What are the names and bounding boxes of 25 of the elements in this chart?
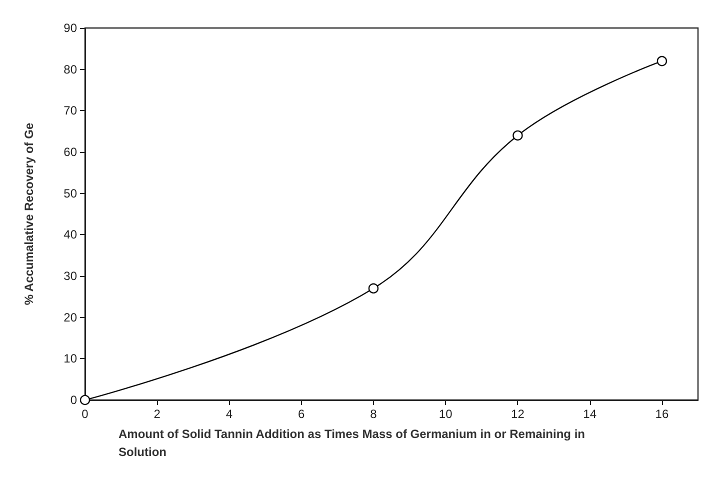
x-tick-label: 16 bbox=[655, 407, 669, 421]
point bbox=[512, 130, 523, 141]
y-tick-label: 60 bbox=[64, 145, 78, 159]
y-tick-label: 80 bbox=[64, 62, 78, 76]
x-tick-label: 10 bbox=[438, 407, 453, 421]
y-tick-label: 0 bbox=[70, 393, 78, 407]
y-tick-label: 90 bbox=[64, 21, 78, 35]
y-tick-label: 50 bbox=[64, 186, 78, 200]
point bbox=[80, 394, 90, 406]
point bbox=[368, 283, 379, 294]
y-tick-label: 30 bbox=[64, 269, 78, 283]
x-tick-label: 6 bbox=[298, 407, 306, 421]
x-tick-label: 14 bbox=[583, 407, 597, 421]
x-tick-label: 8 bbox=[370, 407, 378, 421]
x-tick-label: 2 bbox=[154, 407, 161, 421]
x-tick-label: 12 bbox=[511, 407, 525, 421]
point bbox=[656, 56, 668, 66]
y-tick-label: 40 bbox=[64, 228, 78, 242]
x-tick-label: 4 bbox=[226, 407, 233, 421]
y-tick-label: 20 bbox=[64, 310, 78, 324]
x-tick-label: 0 bbox=[82, 407, 89, 421]
x-axis-title: Amount of Solid Tannin Addition as Times Mass of Germanium in or Remaining in Solution bbox=[118, 427, 588, 459]
y-tick-label: 70 bbox=[64, 104, 78, 118]
y-tick-label: 10 bbox=[64, 352, 78, 366]
y-axis-title: % Accumalative Recovery of Ge bbox=[22, 122, 36, 306]
